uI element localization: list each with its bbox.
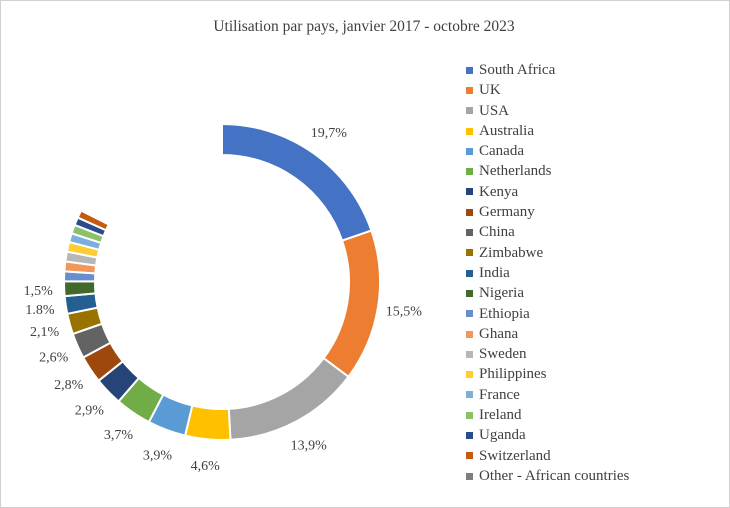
slice-south-africa [221, 122, 373, 242]
legend-label: Uganda [479, 427, 526, 444]
legend-swatch [466, 431, 473, 439]
chart-title: Utilisation par pays, janvier 2017 - oct… [213, 18, 515, 35]
legend-label: UK [479, 82, 501, 99]
legend-swatch [466, 411, 473, 419]
legend-swatch [466, 86, 473, 94]
slice-uk [322, 229, 381, 379]
data-label-kenya: 2,9% [75, 404, 105, 419]
data-label-canada: 3,9% [143, 448, 173, 463]
legend-label: Switzerland [479, 447, 551, 464]
legend-swatch [466, 127, 473, 135]
legend-label: Philippines [479, 366, 547, 383]
legend-item-switzerland: Switzerland [466, 446, 629, 466]
legend-swatch [466, 208, 473, 216]
legend-item-germany: Germany [466, 202, 629, 222]
legend-item-ethiopia: Ethiopia [466, 304, 629, 324]
legend-label: China [479, 224, 515, 241]
data-label-nigeria: 1,5% [24, 284, 54, 299]
legend-label: Ireland [479, 407, 522, 424]
legend-label: Canada [479, 143, 524, 160]
legend-swatch [466, 452, 473, 460]
legend-item-canada: Canada [466, 141, 629, 161]
legend-swatch [466, 289, 473, 297]
legend-item-uk: UK [466, 80, 629, 100]
legend-swatch [466, 229, 473, 237]
legend-item-kenya: Kenya [466, 182, 629, 202]
legend-swatch [466, 371, 473, 379]
data-label-netherlands: 3,7% [104, 428, 134, 443]
legend-swatch [466, 330, 473, 338]
legend-label: South Africa [479, 62, 556, 78]
legend-swatch [466, 188, 473, 196]
data-label-india: 1.8% [25, 303, 55, 318]
legend-label: USA [479, 102, 510, 119]
data-label-south-africa: 19,7% [311, 126, 348, 141]
data-label-zimbabwe: 2,1% [30, 325, 60, 340]
legend-item-usa: USA [466, 101, 629, 121]
legend-swatch [466, 168, 473, 176]
slice-other-african-countries [79, 122, 223, 226]
legend-item-nigeria: Nigeria [466, 283, 629, 303]
legend-swatch [466, 472, 473, 480]
legend-item-india: India [466, 263, 629, 283]
legend-item-ghana: Ghana [466, 324, 629, 344]
legend-label: Zimbabwe [479, 244, 544, 261]
legend-item-ireland: Ireland [466, 405, 629, 425]
data-label-uk: 15,5% [386, 305, 423, 320]
legend-item-sweden: Sweden [466, 344, 629, 364]
legend-item-zimbabwe: Zimbabwe [466, 243, 629, 263]
legend-label: Germany [479, 204, 535, 221]
legend-item-other-african-countries: Other - African countries [466, 466, 629, 486]
data-labels: 19,7% 15,5% 13,9% 4,6% 3,9% 3,7% 2,9% 2,8% 2,6% 2… [24, 126, 423, 474]
legend-swatch [466, 391, 473, 399]
legend-swatch [466, 310, 473, 318]
legend-item-south-africa: South Africa [466, 60, 629, 80]
legend-item-china: China [466, 222, 629, 242]
legend-swatch [466, 269, 473, 277]
data-label-usa: 13,9% [291, 438, 328, 453]
legend-label: India [479, 264, 510, 281]
legend-swatch [466, 147, 473, 155]
legend-swatch [466, 249, 473, 257]
legend-swatch [466, 107, 473, 115]
legend: South Africa UK USA Australia Canada Netherla… [466, 60, 629, 486]
legend-label: Other - African countries [479, 467, 630, 484]
data-label-australia: 4,6% [191, 459, 221, 474]
legend-swatch [466, 66, 473, 74]
legend-label: Ethiopia [479, 305, 530, 322]
legend-swatch [466, 350, 473, 358]
legend-item-netherlands: Netherlands [466, 161, 629, 181]
data-label-germany: 2,8% [54, 378, 84, 393]
legend-item-france: France [466, 385, 629, 405]
legend-label: Netherlands [479, 163, 552, 180]
donut-slices [62, 122, 381, 441]
slice-nigeria [63, 280, 97, 298]
legend-label: France [479, 386, 520, 403]
legend-label: Australia [479, 122, 534, 139]
data-label-china: 2,6% [39, 350, 69, 365]
legend-item-australia: Australia [466, 121, 629, 141]
legend-label: Nigeria [479, 285, 524, 302]
legend-item-philippines: Philippines [466, 364, 629, 384]
legend-label: Sweden [479, 346, 527, 363]
legend-item-uganda: Uganda [466, 425, 629, 445]
legend-label: Kenya [479, 183, 519, 200]
slice-usa [227, 356, 350, 441]
legend-label: Ghana [479, 325, 519, 342]
